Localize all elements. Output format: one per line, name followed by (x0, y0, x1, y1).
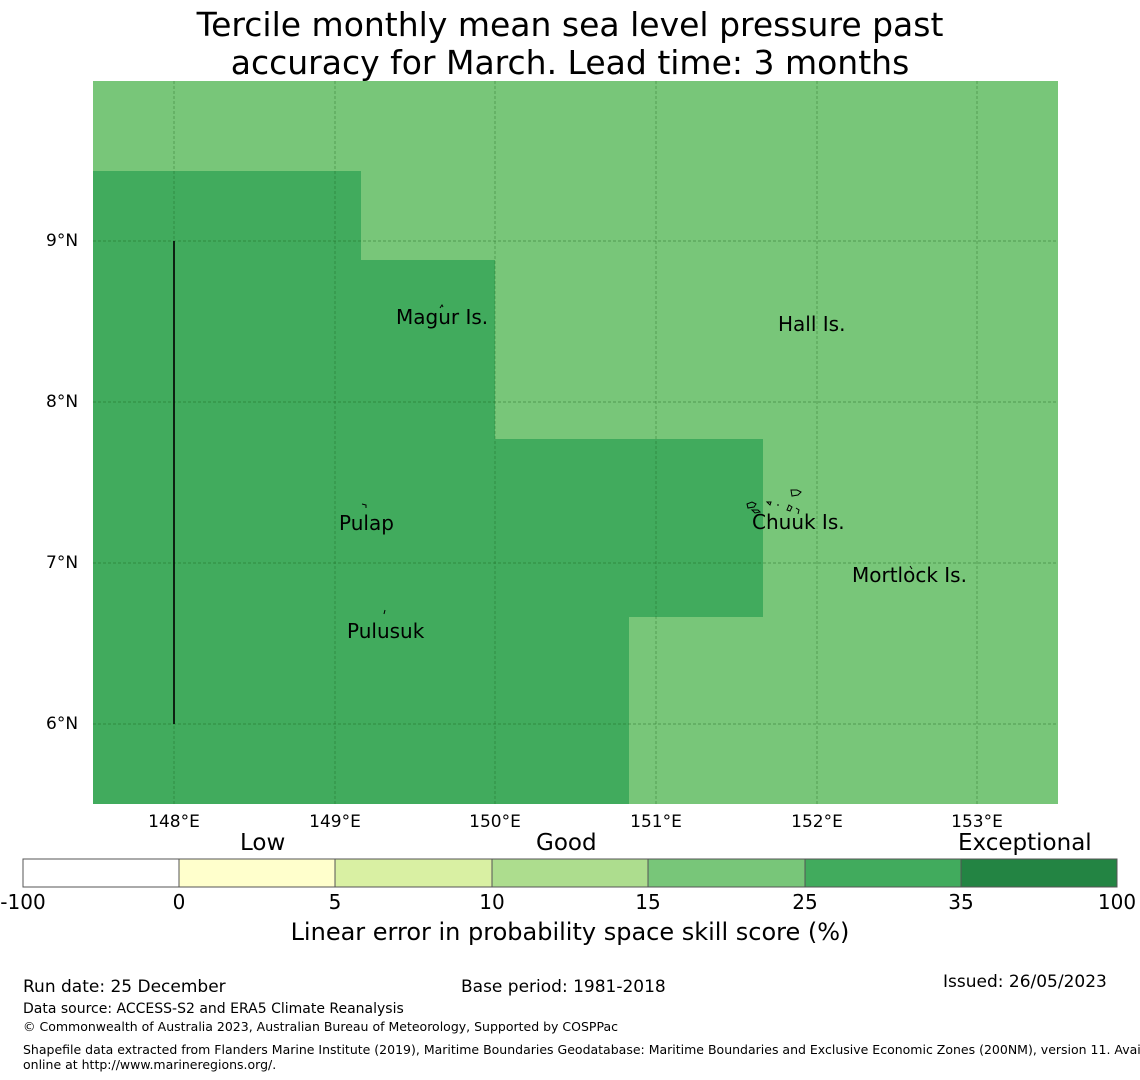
island-chuuk-a (746, 501, 757, 509)
lon-label-152e: 152°E (791, 812, 843, 832)
colorbar (22, 858, 1118, 888)
place-label-mortlock: Mortlock Is. (852, 563, 967, 587)
colorbar-segment-4 (647, 858, 806, 888)
place-label-magur: Magur Is. (396, 305, 489, 329)
island-chuuk-e (795, 507, 800, 515)
base-period: Base period: 1981-2018 (461, 977, 666, 997)
island-chuuk-b (750, 509, 762, 514)
island-outlines (361, 304, 913, 615)
place-label-pulusuk: Pulusuk (347, 619, 425, 643)
run-date: Run date: 25 December (23, 977, 226, 997)
colorbar-category-good: Good (536, 830, 597, 856)
colorbar-tick: 5 (328, 890, 342, 914)
colorbar-category-exceptional: Exceptional (958, 830, 1092, 856)
colorbar-tick: 10 (479, 890, 505, 914)
issued-date: Issued: 26/05/2023 (943, 972, 1107, 992)
lon-label-148e: 148°E (148, 812, 200, 832)
island-pulap (361, 503, 367, 508)
colorbar-segment-0 (22, 858, 180, 888)
colorbar-tick: 25 (792, 890, 818, 914)
colorbar-tick: 0 (172, 890, 186, 914)
colorbar-segment-3 (491, 858, 649, 888)
island-mortlock (909, 565, 913, 570)
island-chuuk-d (786, 504, 793, 512)
island-chuuk-reef (790, 489, 802, 497)
colorbar-label: Linear error in probability space skill … (290, 918, 850, 946)
place-label-hall: Hall Is. (778, 312, 846, 336)
lon-label-150e: 150°E (469, 812, 521, 832)
colorbar-segment-6 (960, 858, 1118, 888)
skill-region-25-35 (93, 171, 763, 804)
map-title-line-1: Tercile monthly mean sea level pressure … (196, 5, 944, 44)
map-title-line-2: accuracy for March. Lead time: 3 months (230, 43, 910, 82)
lat-label-7n: 7°N (46, 553, 79, 573)
lat-label-6n: 6°N (46, 714, 79, 734)
colorbar-tick: 35 (948, 890, 974, 914)
colorbar-tick: 15 (635, 890, 661, 914)
colorbar-tick: 100 (1097, 890, 1137, 914)
shapefile-credit-line-2: online at http://www.marineregions.org/. (23, 1057, 277, 1072)
shapefile-credit-line-1: Shapefile data extracted from Flanders M… (23, 1042, 1140, 1057)
island-pulusuk (383, 609, 386, 615)
island-magur (439, 304, 444, 309)
lon-label-149e: 149°E (309, 812, 361, 832)
colorbar-segment-2 (334, 858, 493, 888)
colorbar-tick: -100 (0, 890, 46, 914)
data-source: Data source: ACCESS-S2 and ERA5 Climate … (23, 1001, 404, 1017)
colorbar-segment-5 (804, 858, 962, 888)
colorbar-segment-1 (178, 858, 336, 888)
place-label-pulap: Pulap (339, 511, 394, 535)
lon-label-151e: 151°E (630, 812, 682, 832)
lat-label-9n: 9°N (46, 231, 79, 251)
lon-label-153e: 153°E (951, 812, 1003, 832)
colorbar-category-low: Low (240, 830, 286, 856)
island-chuuk-c (765, 501, 772, 506)
place-label-chuuk: Chuuk Is. (752, 510, 845, 534)
lat-label-8n: 8°N (46, 392, 79, 412)
copyright: © Commonwealth of Australia 2023, Austra… (23, 1019, 618, 1034)
